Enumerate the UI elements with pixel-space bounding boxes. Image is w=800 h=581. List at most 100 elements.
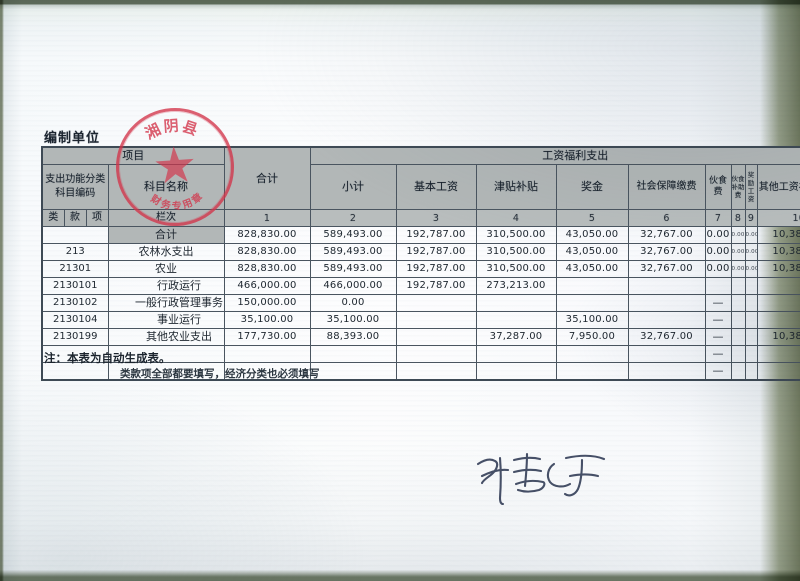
- table-row[interactable]: 213 农林水支出 828,830.00 589,493.00 192,787.00 31…: [41, 243, 800, 261]
- cell-value-col-8[interactable]: [730, 311, 746, 329]
- cell-value-col-2[interactable]: 35,100.00: [309, 311, 397, 329]
- cell-value-col-10[interactable]: 10,389.00: [756, 226, 800, 244]
- cell-value-col-2[interactable]: 0.00: [309, 294, 397, 312]
- cell-value-col-1[interactable]: 466,000.00: [223, 277, 311, 295]
- cell-value-col-3[interactable]: 192,787.00: [395, 260, 477, 278]
- cell-subject-name[interactable]: 行政运行: [107, 277, 225, 295]
- cell-value-col-4[interactable]: [475, 294, 557, 312]
- cell-value-col-5[interactable]: [555, 345, 629, 363]
- cell-expenditure-code[interactable]: 213: [41, 243, 109, 261]
- cell-value-col-9[interactable]: [744, 277, 758, 295]
- cell-value-col-9[interactable]: [744, 311, 758, 329]
- cell-value-col-4[interactable]: 273,213.00: [475, 277, 557, 295]
- cell-value-col-10[interactable]: 10,389.00: [756, 260, 800, 278]
- cell-value-col-3[interactable]: 192,787.00: [395, 226, 477, 244]
- cell-value-col-5[interactable]: [555, 277, 629, 295]
- cell-value-col-7[interactable]: 0.00: [704, 260, 732, 278]
- cell-expenditure-code[interactable]: 2130102: [41, 294, 109, 312]
- cell-subject-name[interactable]: 合计: [107, 226, 225, 244]
- cell-subject-name[interactable]: 农林水支出: [107, 243, 225, 261]
- cell-value-col-8[interactable]: [730, 345, 746, 363]
- cell-value-col-1[interactable]: 828,830.00: [223, 260, 311, 278]
- cell-value-col-8[interactable]: 0.00: [730, 260, 746, 278]
- cell-value-col-7[interactable]: 0.00: [704, 226, 732, 244]
- table-row[interactable]: 2130199 其他农业支出 177,730.00 88,393.00 37,287.0…: [41, 328, 800, 346]
- table-row[interactable]: —: [41, 345, 800, 363]
- table-row[interactable]: 合计 828,830.00 589,493.00 192,787.00 310,500.…: [41, 226, 800, 244]
- cell-value-col-3[interactable]: [395, 345, 477, 363]
- cell-value-col-5[interactable]: [555, 362, 629, 381]
- cell-value-col-7[interactable]: 0.00: [704, 243, 732, 261]
- cell-value-col-9[interactable]: 0.00: [744, 243, 758, 261]
- cell-value-col-6[interactable]: [627, 311, 706, 329]
- cell-value-col-4[interactable]: [475, 311, 557, 329]
- cell-value-col-7[interactable]: —: [704, 362, 732, 381]
- cell-subject-name[interactable]: 事业运行: [107, 311, 225, 329]
- table-row[interactable]: —: [41, 362, 800, 381]
- cell-value-col-5[interactable]: [555, 294, 629, 312]
- table-row[interactable]: 2130102 一般行政管理事务 150,000.00 0.00 —: [41, 294, 800, 312]
- cell-value-col-9[interactable]: 0.00: [744, 260, 758, 278]
- cell-value-col-1[interactable]: 828,830.00: [223, 243, 311, 261]
- cell-value-col-10[interactable]: [756, 277, 800, 295]
- cell-value-col-2[interactable]: 589,493.00: [309, 243, 397, 261]
- cell-value-col-6[interactable]: [627, 294, 706, 312]
- cell-value-col-3[interactable]: [395, 311, 477, 329]
- cell-value-col-7[interactable]: —: [704, 328, 732, 346]
- cell-expenditure-code[interactable]: 2130101: [41, 277, 109, 295]
- cell-value-col-5[interactable]: 43,050.00: [555, 243, 629, 261]
- cell-value-col-9[interactable]: [744, 294, 758, 312]
- table-row[interactable]: 2130104 事业运行 35,100.00 35,100.00 35,100.00—: [41, 311, 800, 329]
- cell-value-col-10[interactable]: [756, 294, 800, 312]
- cell-value-col-4[interactable]: [475, 345, 557, 363]
- cell-value-col-6[interactable]: [627, 345, 706, 363]
- cell-value-col-6[interactable]: 32,767.00: [627, 260, 706, 278]
- cell-value-col-6[interactable]: 32,767.00: [627, 328, 706, 346]
- cell-value-col-10[interactable]: [756, 311, 800, 329]
- cell-expenditure-code[interactable]: 2130104: [41, 311, 109, 329]
- cell-value-col-9[interactable]: [744, 345, 758, 363]
- cell-expenditure-code[interactable]: 21301: [41, 260, 109, 278]
- cell-value-col-8[interactable]: [730, 328, 746, 346]
- cell-subject-name[interactable]: 其他农业支出: [107, 328, 225, 346]
- cell-value-col-7[interactable]: —: [704, 345, 732, 363]
- cell-value-col-3[interactable]: [395, 328, 477, 346]
- cell-value-col-8[interactable]: 0.00: [730, 243, 746, 261]
- cell-value-col-9[interactable]: 0.00: [744, 226, 758, 244]
- cell-value-col-8[interactable]: [730, 362, 746, 381]
- cell-value-col-4[interactable]: 37,287.00: [475, 328, 557, 346]
- cell-value-col-5[interactable]: 7,950.00: [555, 328, 629, 346]
- table-row[interactable]: 21301 农业 828,830.00 589,493.00 192,787.00 310…: [41, 260, 800, 278]
- cell-value-col-5[interactable]: 43,050.00: [555, 226, 629, 244]
- cell-expenditure-code[interactable]: 2130199: [41, 328, 109, 346]
- cell-value-col-8[interactable]: [730, 294, 746, 312]
- cell-value-col-2[interactable]: [309, 362, 397, 381]
- cell-value-col-8[interactable]: [730, 277, 746, 295]
- cell-expenditure-code[interactable]: [41, 226, 109, 244]
- cell-value-col-9[interactable]: [744, 362, 758, 381]
- cell-value-col-3[interactable]: 192,787.00: [395, 277, 477, 295]
- cell-subject-name[interactable]: 农业: [107, 260, 225, 278]
- cell-value-col-7[interactable]: [704, 277, 732, 295]
- cell-value-col-3[interactable]: [395, 362, 477, 381]
- cell-subject-name[interactable]: 一般行政管理事务: [107, 294, 225, 312]
- cell-value-col-2[interactable]: 88,393.00: [309, 328, 397, 346]
- cell-value-col-4[interactable]: 310,500.00: [475, 260, 557, 278]
- cell-value-col-6[interactable]: 32,767.00: [627, 226, 706, 244]
- cell-value-col-10[interactable]: [756, 345, 800, 363]
- cell-value-col-5[interactable]: 35,100.00: [555, 311, 629, 329]
- cell-value-col-2[interactable]: 589,493.00: [309, 260, 397, 278]
- cell-value-col-1[interactable]: 150,000.00: [223, 294, 311, 312]
- cell-value-col-9[interactable]: [744, 328, 758, 346]
- cell-value-col-5[interactable]: 43,050.00: [555, 260, 629, 278]
- cell-value-col-2[interactable]: 466,000.00: [309, 277, 397, 295]
- cell-value-col-6[interactable]: [627, 277, 706, 295]
- cell-value-col-3[interactable]: 192,787.00: [395, 243, 477, 261]
- cell-value-col-2[interactable]: 589,493.00: [309, 226, 397, 244]
- cell-value-col-10[interactable]: 10,389.00: [756, 243, 800, 261]
- cell-value-col-4[interactable]: 310,500.00: [475, 226, 557, 244]
- cell-value-col-6[interactable]: [627, 362, 706, 381]
- cell-value-col-7[interactable]: —: [704, 311, 732, 329]
- cell-value-col-10[interactable]: 10,389.00: [756, 328, 800, 346]
- cell-value-col-6[interactable]: 32,767.00: [627, 243, 706, 261]
